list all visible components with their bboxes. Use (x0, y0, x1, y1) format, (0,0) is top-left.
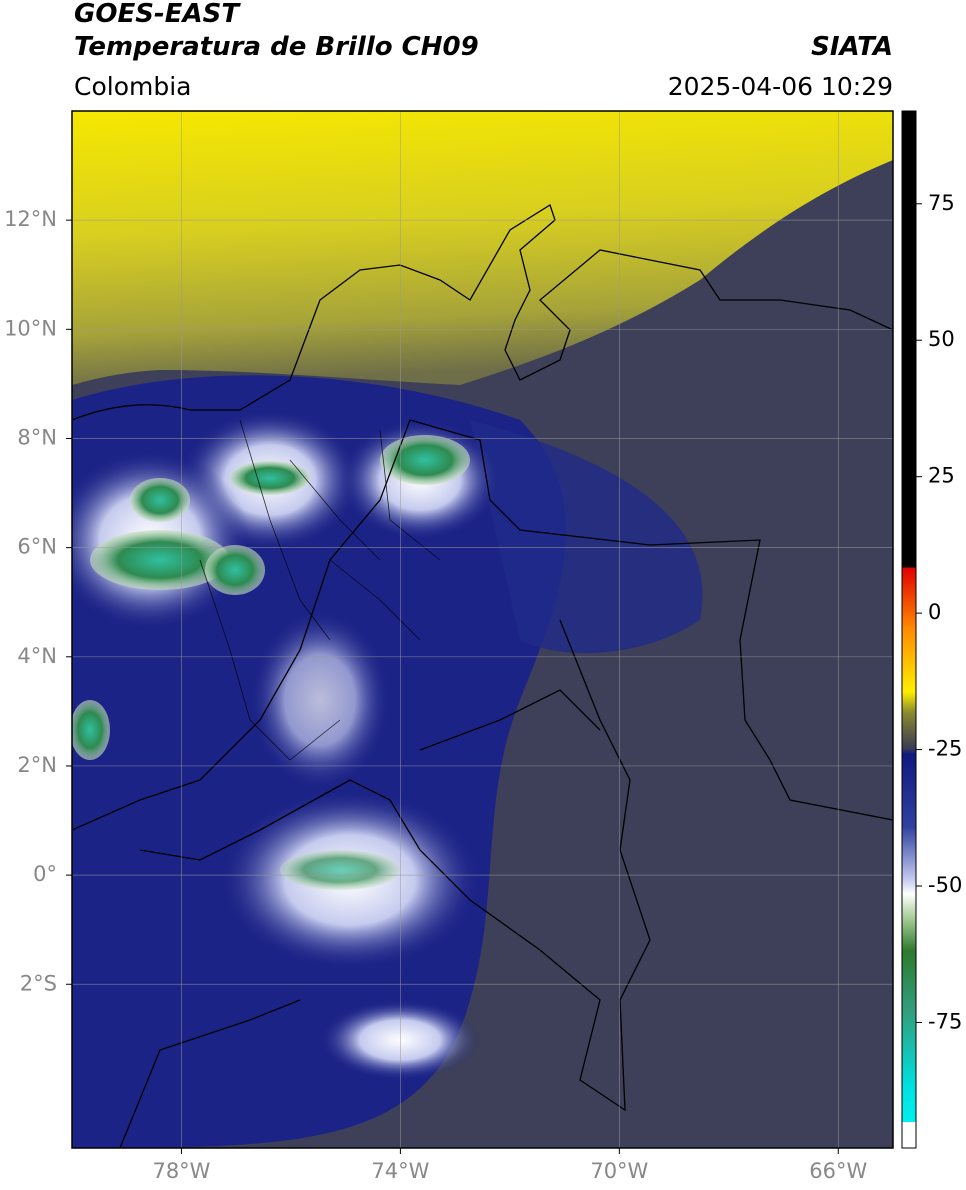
x-tick-label: 66°W (809, 1159, 867, 1183)
y-tick-label: 12°N (4, 207, 57, 231)
brand: SIATA (811, 32, 893, 62)
colorbar-tick-label: 0 (928, 600, 941, 624)
colorbar-tick-label: 50 (928, 327, 955, 351)
y-tick-label: 6°N (17, 535, 57, 559)
colorbar-tick-label: -25 (928, 737, 962, 761)
y-tick-label: 10°N (4, 316, 57, 340)
colorbar (901, 110, 917, 1149)
colorbar-ticks: -75 -50 -25 0 25 50 75 (916, 191, 962, 1033)
y-tick-label: 0° (33, 862, 57, 886)
colorbar-tick-label: -75 (928, 1009, 962, 1033)
satellite-image (72, 111, 893, 1148)
colorbar-tick-label: -50 (928, 873, 962, 897)
grid (72, 111, 893, 1148)
x-tick-label: 70°W (590, 1159, 648, 1183)
y-tick-label: 8°N (17, 425, 57, 449)
title: GOES-EAST (74, 0, 241, 29)
y-tick-label: 4°N (17, 644, 57, 668)
colorbar-tick-label: 25 (928, 464, 955, 488)
colorbar-tick-label: 75 (928, 191, 955, 215)
datetime: 2025-04-06 10:29 (668, 72, 893, 101)
title: Temperatura de Brillo CH09 (74, 32, 479, 62)
y-tick-label: 2°N (17, 753, 57, 777)
y-tick-label: 2°S (20, 971, 57, 995)
map-frame (71, 110, 894, 1149)
x-tick-label: 78°W (152, 1159, 210, 1183)
region: Colombia (74, 72, 191, 101)
x-tick-label: 74°W (371, 1159, 429, 1183)
